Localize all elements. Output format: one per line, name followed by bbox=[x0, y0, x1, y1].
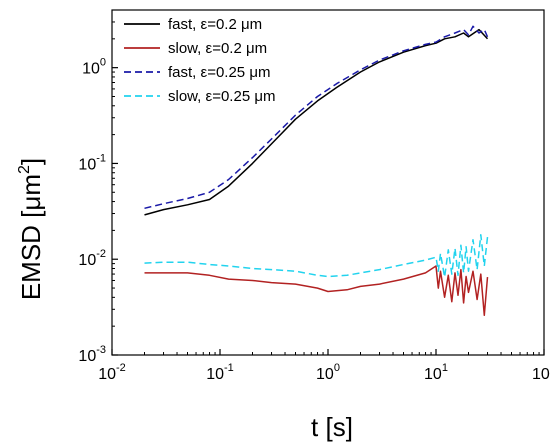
x-tick-label-4-exp: 1 bbox=[442, 362, 448, 374]
y-tick-label-3: 10-1 bbox=[78, 152, 106, 173]
x-tick-label-1: 10-2 bbox=[98, 362, 126, 383]
y-tick-label-3-exp: -1 bbox=[96, 152, 106, 164]
x-tick-label-1-base: 10 bbox=[98, 366, 116, 383]
series-line-2 bbox=[144, 265, 489, 317]
y-tick-label-4-base: 10 bbox=[82, 61, 100, 78]
x-tick-label-2: 10-1 bbox=[206, 362, 234, 383]
y-tick-label-2: 10-2 bbox=[78, 248, 106, 269]
x-tick-label-5: 102 bbox=[532, 362, 550, 383]
y-tick-label-1-exp: -3 bbox=[96, 344, 106, 356]
y-tick-label-1: 10-3 bbox=[78, 344, 106, 365]
x-tick-label-3-base: 10 bbox=[316, 366, 334, 383]
y-tick-label-2-exp: -2 bbox=[96, 248, 106, 260]
x-tick-label-5-base: 10 bbox=[532, 366, 550, 383]
series-line-4 bbox=[144, 234, 489, 278]
legend-label-2: slow, ε=0.2 μm bbox=[168, 40, 267, 57]
x-tick-label-3: 100 bbox=[316, 362, 340, 383]
y-tick-label-4-exp: 0 bbox=[100, 57, 106, 69]
x-tick-label-2-base: 10 bbox=[206, 366, 224, 383]
y-tick-label-3-base: 10 bbox=[78, 156, 96, 173]
y-tick-label-4: 100 bbox=[82, 57, 106, 78]
y-axis-label-base: EMSD [μm bbox=[16, 174, 46, 300]
series-layer bbox=[144, 25, 489, 317]
x-tick-label-3-exp: 0 bbox=[334, 362, 340, 374]
legend-label-3: fast, ε=0.25 μm bbox=[168, 64, 270, 81]
x-axis-label: t [s] bbox=[311, 412, 353, 442]
x-tick-label-2-exp: -1 bbox=[224, 362, 234, 374]
y-axis-label-close: ] bbox=[16, 158, 46, 165]
legend-label-1: fast, ε=0.2 μm bbox=[168, 16, 262, 33]
y-axis-label: EMSD [μm2] bbox=[16, 158, 46, 300]
y-tick-label-2-base: 10 bbox=[78, 252, 96, 269]
x-tick-label-4: 101 bbox=[424, 362, 448, 383]
legend-label-4: slow, ε=0.25 μm bbox=[168, 88, 275, 105]
y-tick-label-1-base: 10 bbox=[78, 348, 96, 365]
y-axis-label-superscript: 2 bbox=[16, 165, 33, 174]
plot-frame bbox=[111, 9, 545, 356]
series-line-1 bbox=[144, 28, 489, 216]
x-tick-label-4-base: 10 bbox=[424, 366, 442, 383]
x-tick-label-1-exp: -2 bbox=[116, 362, 126, 374]
series-line-3 bbox=[144, 25, 489, 210]
legend: fast, ε=0.2 μm slow, ε=0.2 μm fast, ε=0.25… bbox=[124, 16, 275, 105]
